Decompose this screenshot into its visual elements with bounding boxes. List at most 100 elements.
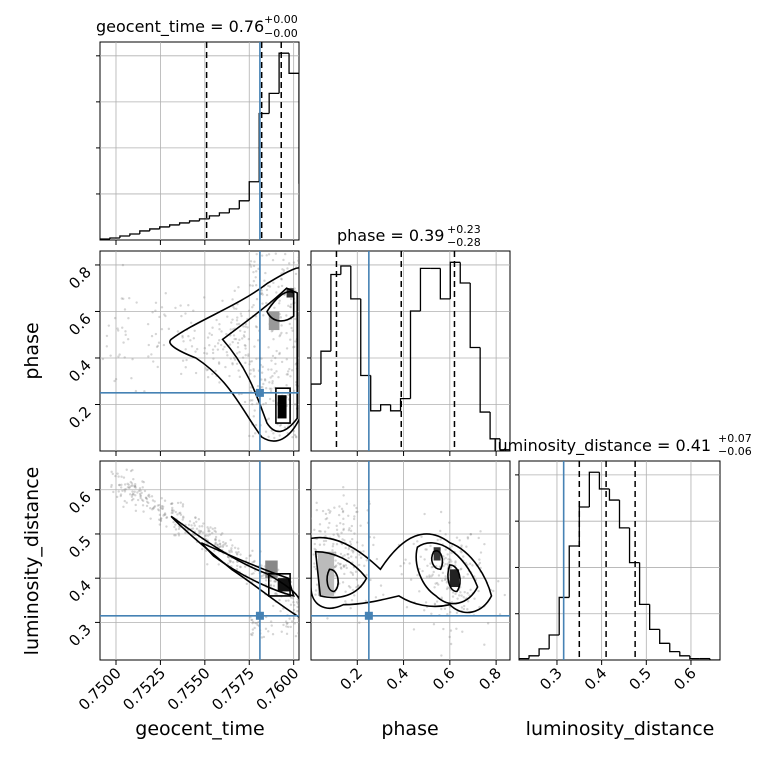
sample-point [249, 390, 253, 393]
sample-point [274, 580, 277, 583]
sample-point [252, 560, 256, 564]
sample-point [254, 423, 258, 427]
sample-point [124, 330, 127, 333]
sample-point [115, 495, 119, 499]
sample-point [435, 600, 439, 603]
sample-point [179, 511, 182, 515]
sample-point [117, 329, 120, 332]
sample-point [297, 621, 299, 624]
sample-point [184, 348, 187, 351]
sample-point [231, 544, 234, 547]
sample-point [249, 554, 252, 557]
sample-point [233, 337, 236, 341]
hist-step [459, 262, 471, 284]
sample-point [455, 611, 459, 615]
sample-point [252, 367, 255, 371]
sample-point [214, 535, 218, 539]
sample-point [260, 292, 264, 295]
sample-point [226, 354, 229, 357]
sample-point [247, 337, 251, 341]
sample-point [226, 555, 230, 558]
sample-point [269, 620, 273, 623]
hist-step [188, 220, 200, 223]
sample-point [428, 574, 431, 577]
sample-point [236, 553, 239, 556]
sample-point [423, 558, 426, 561]
sample-point [350, 599, 354, 602]
sample-point [471, 564, 474, 567]
sample-point [169, 502, 173, 506]
sample-point [324, 517, 328, 521]
hist-step [169, 224, 180, 227]
title-label: phase [337, 226, 385, 245]
sample-point [255, 252, 258, 256]
sample-point [342, 486, 345, 489]
contour-line [169, 267, 299, 442]
sample-point [286, 370, 290, 373]
sample-point [301, 565, 303, 567]
sample-point [133, 484, 137, 488]
sample-point [424, 601, 428, 604]
sample-point [289, 305, 292, 309]
sample-point [176, 513, 179, 516]
title-median: 0.41 [675, 436, 711, 455]
sample-point [460, 544, 463, 547]
x-axis-label-luminosity-distance: luminosity_distance [526, 718, 715, 740]
sample-point [119, 494, 122, 498]
sample-point [253, 409, 256, 412]
sample-point [342, 565, 346, 568]
sample-point [189, 339, 192, 342]
sample-point [228, 549, 231, 552]
sample-point [333, 506, 336, 509]
hist-step [628, 527, 640, 564]
sample-point [346, 553, 349, 556]
sample-point [181, 334, 184, 338]
sample-point [315, 508, 319, 512]
sample-point [158, 315, 161, 319]
sample-point [234, 551, 238, 554]
sample-point [249, 265, 253, 268]
sample-point [214, 538, 217, 541]
sample-point [365, 559, 368, 562]
hist-bar [640, 604, 650, 660]
sample-point [130, 377, 133, 380]
hist-bar [440, 299, 450, 451]
sample-point [349, 571, 352, 574]
sample-point [230, 547, 233, 550]
sample-point [243, 400, 247, 404]
sample-point [347, 546, 351, 549]
sample-point [296, 605, 299, 609]
sample-point [264, 579, 268, 582]
sample-point [231, 362, 234, 365]
sample-point [191, 527, 195, 530]
sample-point [179, 501, 182, 504]
sample-point [441, 571, 445, 575]
hist-step [100, 238, 110, 240]
sample-point [432, 623, 436, 626]
sample-point [280, 360, 284, 364]
sample-point [152, 507, 155, 510]
density-cell [433, 547, 441, 561]
sample-point [340, 531, 343, 534]
sample-point [282, 607, 285, 610]
sample-point [179, 304, 182, 307]
sample-point [333, 574, 337, 577]
hist-bar [480, 412, 490, 451]
sample-point [329, 510, 332, 513]
sample-point [245, 582, 249, 586]
hist-step [159, 226, 170, 229]
sample-point [463, 590, 466, 594]
sample-point [274, 362, 277, 366]
sample-point [122, 476, 126, 479]
sample-point [255, 284, 258, 287]
sample-point [446, 613, 449, 616]
sample-point [478, 561, 482, 565]
sample-point [440, 654, 443, 657]
sample-point [171, 511, 174, 514]
sample-point [429, 562, 432, 565]
sample-point [192, 337, 196, 340]
sample-point [286, 267, 289, 270]
sample-point [159, 506, 162, 509]
sample-point [267, 417, 270, 420]
